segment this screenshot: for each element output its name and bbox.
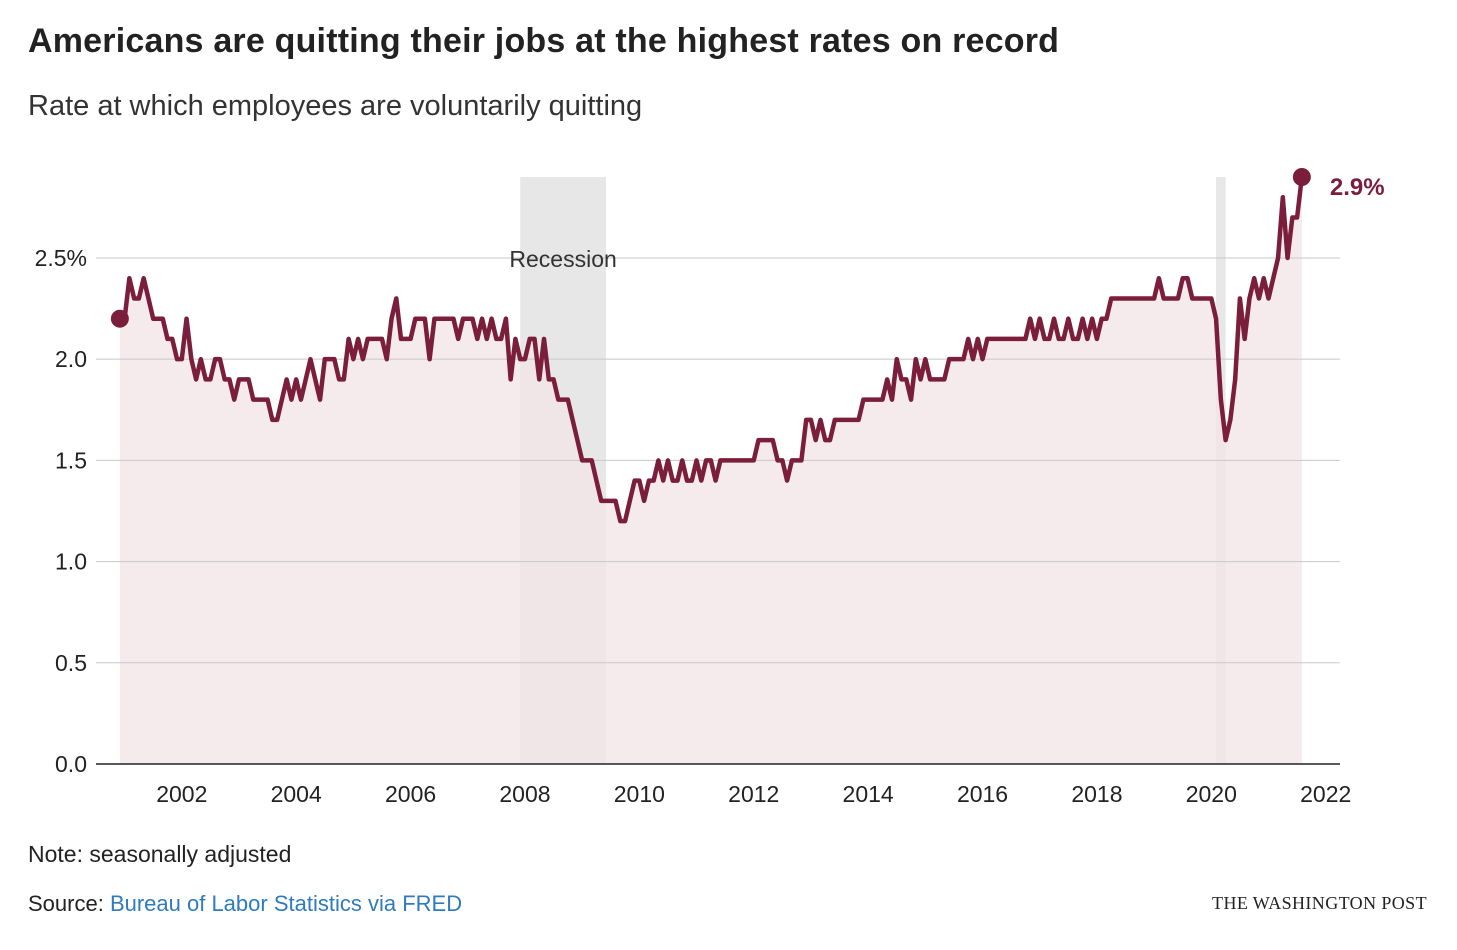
source-prefix: Source:: [28, 891, 110, 916]
start-point-marker: [110, 309, 129, 328]
y-gridlines: [96, 257, 1340, 765]
x-tick-label: 2016: [957, 781, 1008, 807]
series-line-layer: [110, 168, 1311, 524]
recession-label: Recession: [509, 246, 616, 272]
series-area-fill: [119, 177, 1302, 764]
chart-title: Americans are quitting their jobs at the…: [28, 22, 1060, 60]
source-line: Source: Bureau of Labor Statistics via F…: [28, 891, 462, 917]
x-tick-label: 2018: [1071, 781, 1122, 807]
end-value-label: 2.9%: [1330, 174, 1385, 201]
axis-labels: Recession 0.0 0.5 1.0 1.5 2.0 2.5% 2002 2004 2006…: [35, 174, 1385, 807]
y-tick-label: 0.5: [55, 650, 87, 676]
y-tick-label: 0.0: [55, 751, 87, 777]
x-tick-label: 2012: [728, 781, 779, 807]
source-link[interactable]: Bureau of Labor Statistics via FRED: [109, 891, 463, 916]
footnote: Note: seasonally adjusted: [28, 841, 292, 867]
y-tick-label: 1.5: [55, 447, 87, 473]
x-tick-label: 2022: [1300, 781, 1351, 807]
y-tick-label: 1.0: [55, 549, 87, 575]
publisher-logo-text: THE WASHINGTON POST: [1212, 893, 1427, 913]
y-tick-label: 2.5%: [35, 245, 87, 271]
x-tick-label: 2002: [156, 781, 207, 807]
x-tick-label: 2014: [843, 781, 894, 807]
end-point-marker: [1292, 168, 1311, 186]
chart-subtitle: Rate at which employees are voluntarily …: [28, 90, 643, 122]
x-tick-label: 2020: [1186, 781, 1237, 807]
area-fill-layer: [119, 177, 1302, 764]
y-tick-label: 2.0: [55, 346, 87, 372]
x-tick-label: 2010: [614, 781, 665, 807]
x-tick-label: 2004: [271, 781, 322, 807]
x-tick-label: 2008: [499, 781, 550, 807]
quits-rate-chart: Recession 0.0 0.5 1.0 1.5 2.0 2.5% 2002 2004 2006…: [35, 168, 1385, 807]
series-line: [117, 174, 1305, 524]
x-tick-label: 2006: [385, 781, 436, 807]
